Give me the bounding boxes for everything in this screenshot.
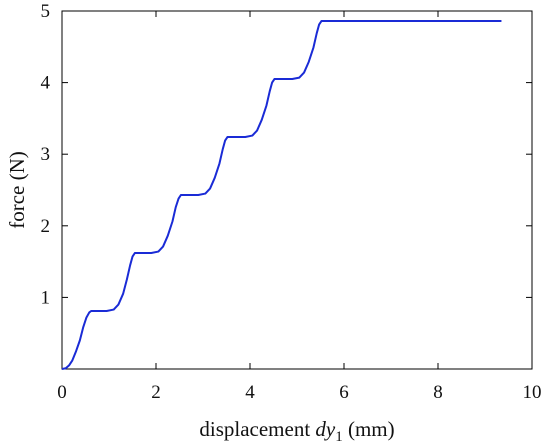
x-tick-label: 8	[433, 382, 443, 403]
x-tick-label: 4	[245, 382, 255, 403]
y-tick-label: 3	[41, 144, 51, 165]
series-layer	[61, 20, 502, 370]
x-tick-label: 10	[523, 382, 541, 403]
y-tick-label: 4	[41, 73, 51, 94]
x-tick-label: 0	[57, 382, 67, 403]
x-axis-label: displacement dy1 (mm)	[199, 417, 394, 445]
y-tick-label: 5	[41, 1, 51, 22]
y-axis-label: force (N)	[5, 151, 29, 229]
x-tick-label: 2	[151, 382, 161, 403]
x-axis-ticks: 0 2 4 6 8 10	[57, 11, 541, 403]
y-tick-label: 1	[41, 287, 51, 308]
y-tick-label: 2	[41, 216, 51, 237]
y-axis-ticks: 1 2 3 4 5	[41, 1, 532, 308]
series-line-0	[61, 20, 502, 370]
plot-frame	[61, 10, 533, 370]
x-tick-label: 6	[339, 382, 349, 403]
